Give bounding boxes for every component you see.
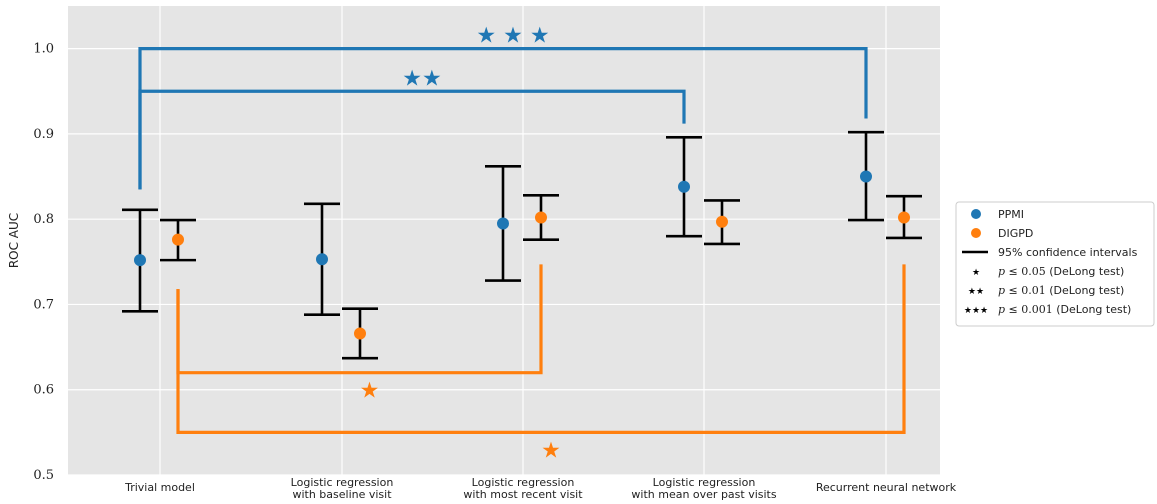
data-point-ppmi [316, 253, 328, 266]
y-tick-label: 0.5 [33, 468, 54, 483]
data-point-ppmi [678, 180, 690, 193]
data-point-digpd [716, 215, 728, 228]
legend-label: p ≤ 0.01 (DeLong test) [998, 284, 1124, 297]
legend-frame [955, 201, 1155, 327]
significance-stars: ★ [541, 438, 561, 463]
legend-label: 95% confidence intervals [998, 246, 1138, 259]
data-point-digpd [172, 233, 184, 246]
legend: PPMI DIGPD 95% confidence intervals ★ p ≤ 0.… [955, 201, 1155, 327]
y-tick-label: 0.7 [33, 297, 54, 312]
data-point-digpd [898, 211, 910, 224]
data-points [134, 170, 910, 340]
y-tick-label: 0.8 [33, 212, 54, 227]
legend-star-symbol: ★ [972, 268, 980, 278]
x-tick-label-line2: with mean over past visits [631, 488, 776, 501]
x-tick-label: Trivial model [124, 481, 195, 494]
legend-marker [971, 228, 981, 238]
x-tick-label: Logistic regression [472, 476, 575, 489]
significance-bracket [138, 89, 686, 190]
legend-star-symbol: ★★ [968, 287, 984, 297]
significance-stars: ★★ [402, 66, 441, 91]
data-point-digpd [354, 327, 366, 340]
x-tick-label-line2: with most recent visit [463, 488, 583, 501]
data-point-ppmi [134, 254, 146, 267]
data-point-digpd [535, 211, 547, 224]
legend-label: p ≤ 0.001 (DeLong test) [998, 303, 1131, 316]
x-tick-label-line2: with baseline visit [292, 488, 392, 501]
significance-stars: ★ [360, 379, 380, 404]
legend-marker [971, 209, 981, 219]
x-tick-label: Logistic regression [653, 476, 756, 489]
y-tick-label: 1.0 [33, 42, 54, 57]
y-tick-label: 0.9 [33, 127, 54, 142]
legend-label: p ≤ 0.05 (DeLong test) [998, 265, 1124, 278]
legend-label: PPMI [998, 208, 1024, 221]
data-point-ppmi [497, 217, 509, 230]
y-axis-label: ROC AUC [7, 213, 21, 268]
legend-label: DIGPD [998, 227, 1033, 240]
legend-star-symbol: ★★★ [964, 306, 988, 316]
axes: 0.5 0.6 0.7 0.8 0.9 1.0 Trivial model Logistic … [33, 42, 956, 501]
grid-layer [68, 6, 940, 476]
significance-brackets: ★ ★ ★★★★★ [138, 24, 906, 463]
y-tick-label: 0.6 [33, 383, 54, 398]
x-tick-label: Recurrent neural network [816, 481, 957, 494]
significance-bracket [176, 264, 906, 434]
significance-stars: ★ ★ ★ [476, 24, 549, 49]
x-tick-label: Logistic regression [291, 476, 394, 489]
error-bars [122, 130, 922, 360]
data-point-ppmi [860, 170, 872, 183]
